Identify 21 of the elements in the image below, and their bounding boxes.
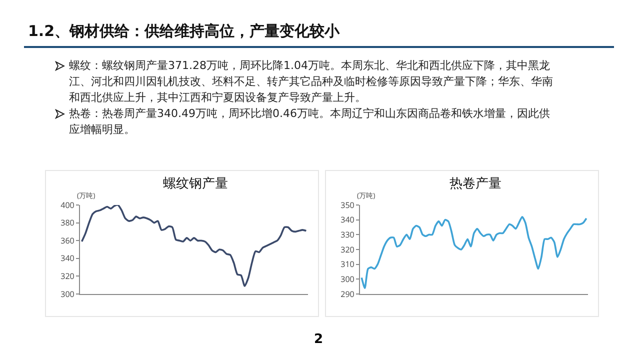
text: 热卷：热卷周产量340.49万吨，周环比增0.46万吨。本周辽宁和山东因商品卷和铁水增量，因此供应增幅明显。 [68,106,551,138]
y-tick-label: 320 [340,244,355,256]
y-tick-label: 330 [340,229,355,240]
y-tick-label: 360 [60,235,75,246]
y-tick-label: 400 [60,200,75,211]
y-tick-label: 340 [60,253,75,264]
y-tick-label: 300 [340,274,355,285]
chart-title: 热卷产量 [450,176,502,192]
text: 2 [314,332,324,347]
text: 1.2、钢材供给：供给维持高位，产量变化较小 [28,22,340,41]
line-series [80,205,308,287]
line-series [360,216,588,289]
chart-title: 螺纹钢产量 [163,176,228,192]
y-tick-label: 350 [340,200,355,211]
y-tick-label: 290 [340,288,355,300]
y-tick-label: 320 [60,271,75,282]
y-tick-label: 380 [60,218,75,229]
y-tick-label: 300 [60,288,75,300]
y-tick-label: 310 [340,259,355,270]
y-tick-label: 340 [340,214,355,226]
text: 螺纹：螺纹钢周产量371.28万吨，周环比降1.04万吨。本周东北、华北和西北供应下降，其中黑龙江、河北和四川因轧机技改、坯料不足、转产其它品种及临时检修等原因导致产量下降；华东、华南和西北供应上升，其中江西和宁夏因设备复产导致产量上升。 [68,58,554,106]
